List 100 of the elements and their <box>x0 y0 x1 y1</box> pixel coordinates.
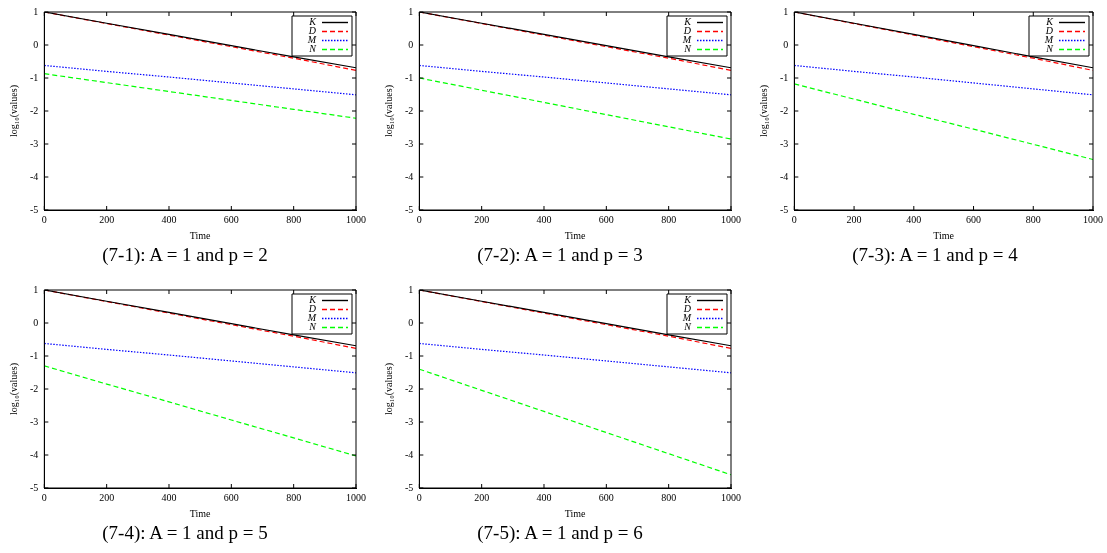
y-tick-label: -1 <box>404 71 414 83</box>
y-tick-label: -2 <box>29 104 39 116</box>
line-series <box>44 73 356 119</box>
y-tick-label: -5 <box>404 481 414 493</box>
legend-label: M <box>681 312 692 324</box>
x-tick-label: 0 <box>416 213 422 225</box>
y-tick-label: 0 <box>33 316 39 328</box>
y-axis-title: log₁₀(values) <box>757 85 770 137</box>
y-tick-label: 1 <box>408 5 414 17</box>
x-tick-label: 800 <box>661 491 677 503</box>
y-tick-label: 0 <box>783 38 789 50</box>
legend-label: K <box>1045 16 1055 28</box>
legend-label: K <box>308 294 318 306</box>
x-tick-label: 400 <box>161 491 177 503</box>
x-tick-label: 1000 <box>721 213 741 225</box>
x-tick-label: 600 <box>598 491 614 503</box>
y-tick-label: -5 <box>29 481 39 493</box>
y-tick-label: 0 <box>33 38 39 50</box>
x-tick-label: 400 <box>906 213 922 225</box>
legend-label: M <box>306 34 317 46</box>
x-tick-label: 0 <box>41 491 47 503</box>
y-tick-label: -3 <box>404 415 414 427</box>
x-tick-label: 400 <box>536 213 552 225</box>
x-tick-label: 400 <box>536 491 552 503</box>
x-tick-label: 200 <box>846 213 862 225</box>
y-tick-label: -5 <box>779 203 789 215</box>
x-tick-label: 0 <box>41 213 47 225</box>
x-tick-label: 600 <box>223 491 239 503</box>
x-tick-label: 1000 <box>346 491 366 503</box>
y-tick-label: 1 <box>33 283 39 295</box>
x-axis-title: Time <box>564 229 587 241</box>
line-series <box>794 83 1093 161</box>
x-tick-label: 1000 <box>1083 213 1103 225</box>
line-series <box>44 342 356 374</box>
legend-label: K <box>683 16 693 28</box>
line-series <box>44 64 356 96</box>
y-axis-title: log₁₀(values) <box>382 85 395 137</box>
y-tick-label: -4 <box>779 170 789 182</box>
y-tick-label: -1 <box>779 71 789 83</box>
legend-label: D <box>1044 25 1054 37</box>
text: (7-4): A = 1 and p = 5 <box>101 522 269 544</box>
x-tick-label: 200 <box>99 213 115 225</box>
y-tick-label: -3 <box>29 415 39 427</box>
line-series <box>419 64 731 96</box>
y-tick-label: -4 <box>404 170 414 182</box>
y-tick-label: -1 <box>29 71 39 83</box>
y-tick-label: 1 <box>33 5 39 17</box>
x-tick-label: 1000 <box>346 213 366 225</box>
text: (7-5): A = 1 and p = 6 <box>476 522 644 544</box>
x-tick-label: 800 <box>1025 213 1041 225</box>
y-tick-label: -1 <box>29 349 39 361</box>
legend-label: N <box>1045 43 1055 55</box>
legend-label: D <box>682 303 692 315</box>
legend-label: M <box>306 312 317 324</box>
y-tick-label: -1 <box>404 349 414 361</box>
legend-label: D <box>307 25 317 37</box>
text: (7-3): A = 1 and p = 4 <box>851 244 1019 266</box>
x-tick-label: 600 <box>223 213 239 225</box>
x-tick-label: 200 <box>474 491 490 503</box>
y-tick-label: -3 <box>779 137 789 149</box>
legend-label: K <box>308 16 318 28</box>
y-tick-label: 1 <box>783 5 789 17</box>
legend-label: N <box>683 43 693 55</box>
y-tick-label: -4 <box>29 448 39 460</box>
x-tick-label: 200 <box>474 213 490 225</box>
y-tick-label: -5 <box>404 203 414 215</box>
legend-label: K <box>683 294 693 306</box>
line-series <box>419 342 731 374</box>
x-tick-label: 800 <box>286 491 302 503</box>
y-tick-label: -2 <box>779 104 789 116</box>
x-axis-title: Time <box>933 229 955 241</box>
y-tick-label: -3 <box>404 137 414 149</box>
x-tick-label: 200 <box>99 491 115 503</box>
y-tick-label: -4 <box>29 170 39 182</box>
x-tick-label: 800 <box>286 213 302 225</box>
legend-label: D <box>682 25 692 37</box>
x-tick-label: 600 <box>966 213 982 225</box>
y-tick-label: -3 <box>29 137 39 149</box>
legend-label: N <box>308 321 318 333</box>
text: (7-2): A = 1 and p = 3 <box>476 244 644 266</box>
y-tick-label: -5 <box>29 203 39 215</box>
x-tick-label: 0 <box>416 491 422 503</box>
y-tick-label: 0 <box>408 316 414 328</box>
y-tick-label: 0 <box>408 38 414 50</box>
y-axis-title: log₁₀(values) <box>7 363 20 415</box>
line-series <box>794 64 1093 96</box>
legend-label: N <box>683 321 693 333</box>
y-tick-label: -2 <box>29 382 39 394</box>
legend-label: N <box>308 43 318 55</box>
legend-label: M <box>1043 34 1054 46</box>
y-tick-label: 1 <box>408 283 414 295</box>
x-axis-title: Time <box>189 229 212 241</box>
legend-label: M <box>681 34 692 46</box>
x-tick-label: 400 <box>161 213 177 225</box>
x-tick-label: 1000 <box>721 491 741 503</box>
x-axis-title: Time <box>564 507 587 519</box>
y-tick-label: -2 <box>404 104 414 116</box>
y-tick-label: -2 <box>404 382 414 394</box>
y-tick-label: -4 <box>404 448 414 460</box>
x-tick-label: 0 <box>791 213 797 225</box>
